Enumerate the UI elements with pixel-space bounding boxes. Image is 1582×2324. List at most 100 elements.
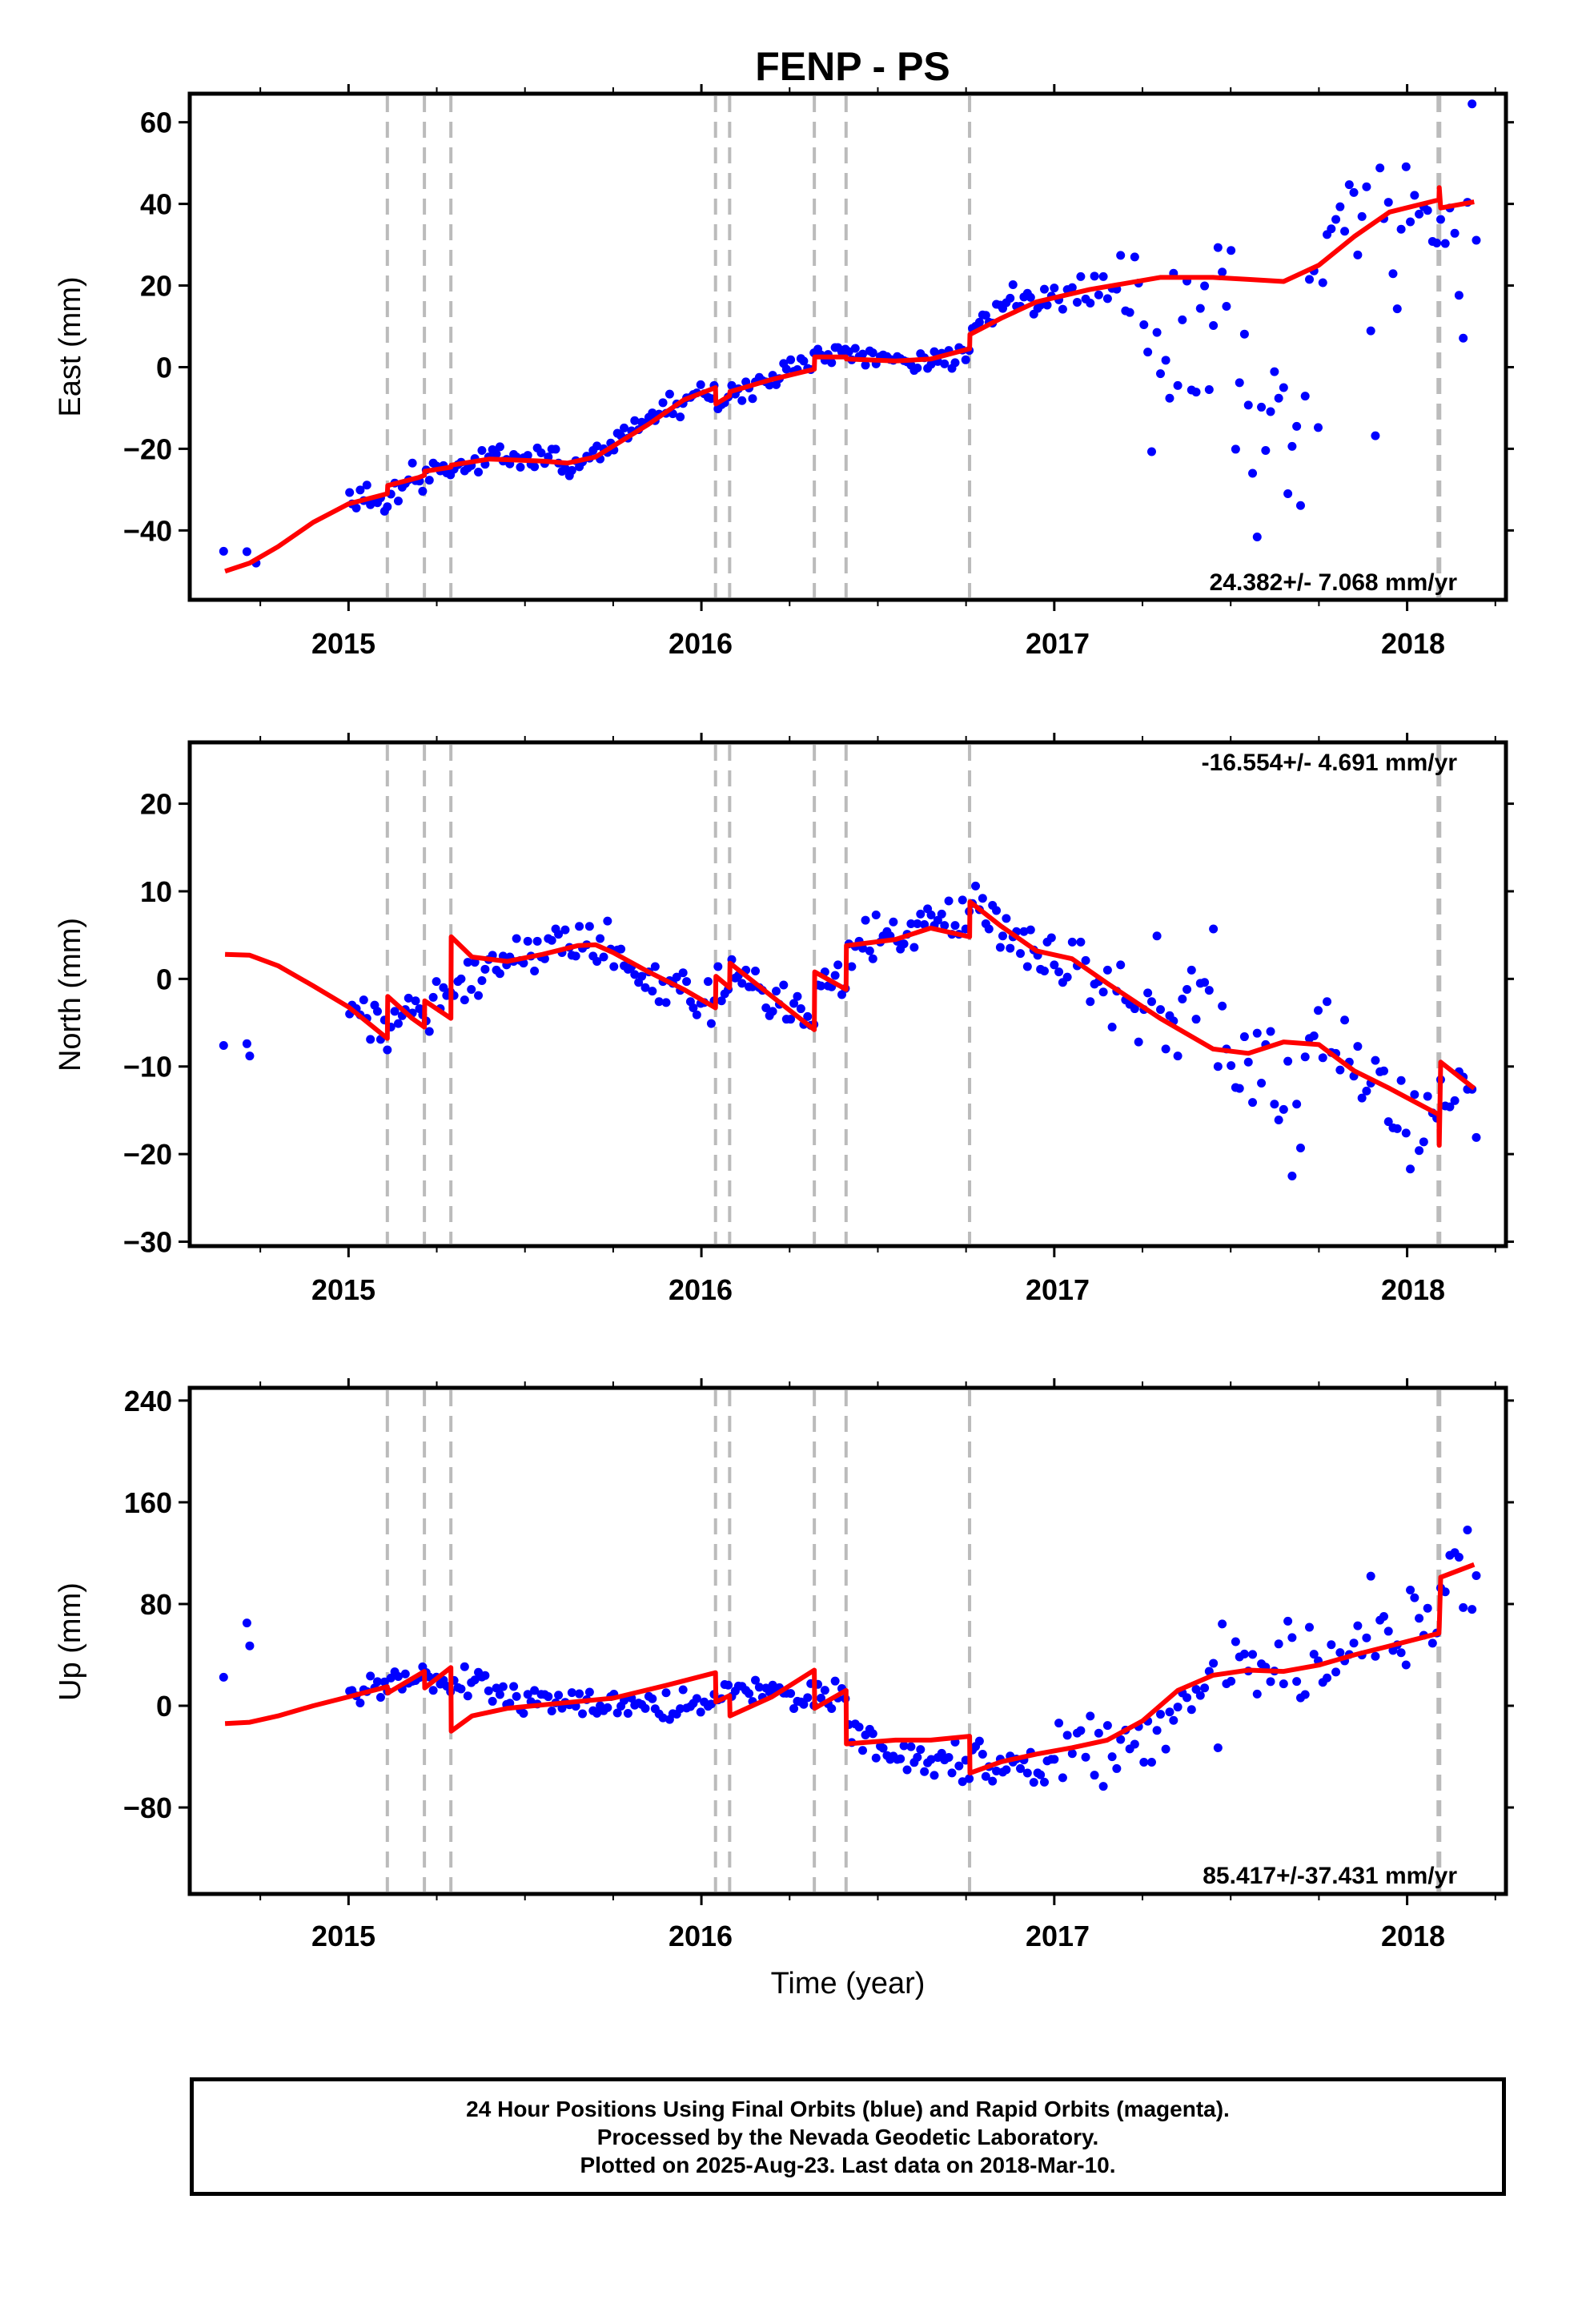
- up-data-point-177: [947, 1768, 957, 1778]
- north-data-point-243: [1209, 924, 1219, 934]
- up-data-point-213: [1076, 1726, 1086, 1735]
- north-data-point-257: [1270, 1100, 1279, 1109]
- north-data-point-41: [477, 976, 487, 986]
- up-data-point-134: [799, 1699, 809, 1709]
- up-data-point-282: [1379, 1612, 1389, 1622]
- east-data-point-211: [1067, 283, 1077, 292]
- north-data-point-297: [1445, 1102, 1455, 1112]
- east-data-point-98: [676, 412, 685, 422]
- up-data-point-262: [1292, 1677, 1302, 1687]
- panel-up: −80 0 80 160 240 Up (mm) 85.417+/-37.431 mm/…: [54, 1378, 1514, 1952]
- east-data-point-284: [1388, 269, 1398, 279]
- up-data-point-131: [789, 1703, 799, 1713]
- north-data-point-139: [817, 981, 826, 991]
- north-data-point-194: [1006, 943, 1015, 953]
- up-data-point-299: [1454, 1553, 1464, 1562]
- east-rate-label: 24.382+/- 7.068 mm/yr: [1210, 569, 1458, 596]
- north-data-point-256: [1266, 1027, 1275, 1036]
- east-data-point-302: [1468, 99, 1477, 109]
- up-data-point-266: [1309, 1650, 1319, 1659]
- east-data-point-74: [592, 441, 602, 451]
- up-data-point-176: [944, 1752, 954, 1762]
- east-xtick-2015: 2015: [311, 627, 375, 660]
- east-data-point-264: [1300, 392, 1310, 401]
- up-data-point-99: [678, 1685, 688, 1695]
- up-data-point-240: [1195, 1691, 1205, 1700]
- north-data-point-206: [1046, 933, 1056, 943]
- north-data-point-154: [868, 954, 877, 963]
- north-data-point-267: [1314, 1006, 1323, 1015]
- up-data-point-54: [523, 1690, 532, 1699]
- north-xticks: 2015 2016 2017 2018: [311, 1273, 1445, 1306]
- east-data-point-205: [1042, 300, 1052, 310]
- up-data-point-70: [578, 1709, 588, 1719]
- up-data-point-103: [692, 1694, 701, 1703]
- east-data-point-0: [219, 546, 228, 556]
- north-data-point-292: [1423, 1092, 1432, 1101]
- up-data-point-302: [1468, 1605, 1477, 1614]
- north-data-point-17: [393, 1019, 403, 1028]
- east-data-point-228: [1143, 348, 1153, 357]
- east-xtick-2018: 2018: [1381, 627, 1445, 660]
- east-data-point-278: [1362, 182, 1371, 191]
- east-data-point-256: [1266, 407, 1275, 416]
- north-data-point-276: [1353, 1042, 1363, 1051]
- east-data-point-90: [648, 408, 657, 418]
- up-data-point-300: [1459, 1602, 1468, 1612]
- east-data-point-267: [1314, 423, 1323, 432]
- east-data-point-300: [1459, 333, 1468, 343]
- east-data-point-209: [1058, 304, 1067, 314]
- up-data-point-120: [751, 1675, 761, 1685]
- up-data-point-169: [920, 1767, 930, 1776]
- east-data-point-229: [1146, 447, 1156, 456]
- east-data-point-149: [850, 344, 860, 353]
- up-data-point-227: [1139, 1757, 1149, 1767]
- east-data-point-207: [1050, 283, 1059, 293]
- east-data-point-215: [1086, 298, 1095, 308]
- up-data-point-9: [366, 1671, 375, 1681]
- east-data-point-230: [1152, 328, 1162, 337]
- east-data-point-277: [1357, 211, 1367, 221]
- north-data-point-133: [796, 1004, 805, 1014]
- north-xtick-2018: 2018: [1381, 1273, 1445, 1306]
- east-data-point-273: [1340, 227, 1350, 236]
- east-data-point-116: [737, 396, 747, 405]
- north-data-layer: [219, 881, 1481, 1180]
- east-data-point-185: [974, 317, 984, 327]
- north-data-point-110: [717, 996, 726, 1006]
- north-data-point-2: [245, 1051, 255, 1061]
- east-data-point-246: [1222, 302, 1231, 312]
- east-data-point-62: [551, 444, 560, 454]
- up-data-point-37: [463, 1691, 472, 1701]
- up-xticks: 2015 2016 2017 2018: [311, 1920, 1445, 1952]
- up-ytick-label-3: 160: [124, 1486, 172, 1519]
- north-data-point-268: [1318, 1053, 1327, 1063]
- up-data-point-0: [219, 1672, 228, 1682]
- footer-line-1: 24 Hour Positions Using Final Orbits (bl…: [466, 2096, 1230, 2121]
- north-data-point-68: [571, 951, 580, 961]
- north-data-point-0: [219, 1040, 228, 1050]
- up-ytick-label-0: −80: [123, 1791, 172, 1824]
- up-data-point-232: [1161, 1744, 1170, 1754]
- up-data-point-17: [393, 1671, 403, 1681]
- north-data-point-7: [359, 995, 368, 1005]
- north-ytick-label-1: −20: [123, 1138, 172, 1171]
- up-data-point-44: [488, 1696, 497, 1706]
- north-xtick-2015: 2015: [311, 1273, 375, 1306]
- north-data-point-109: [713, 962, 723, 971]
- east-data-point-263: [1295, 501, 1305, 510]
- east-data-point-250: [1239, 329, 1249, 339]
- north-data-point-220: [1107, 1023, 1117, 1032]
- up-plot: −80 0 80 160 240: [123, 1378, 1514, 1905]
- north-data-point-228: [1143, 988, 1153, 998]
- east-data-point-295: [1435, 215, 1445, 224]
- north-data-point-132: [793, 991, 802, 1001]
- east-data-point-233: [1165, 393, 1174, 403]
- east-data-point-247: [1227, 246, 1236, 255]
- north-data-point-249: [1235, 1084, 1244, 1093]
- north-data-point-100: [682, 977, 692, 987]
- east-data-point-242: [1204, 385, 1214, 395]
- east-data-point-240: [1195, 304, 1205, 313]
- north-data-point-261: [1287, 1171, 1297, 1180]
- east-xticks: 2015 2016 2017 2018: [311, 627, 1445, 660]
